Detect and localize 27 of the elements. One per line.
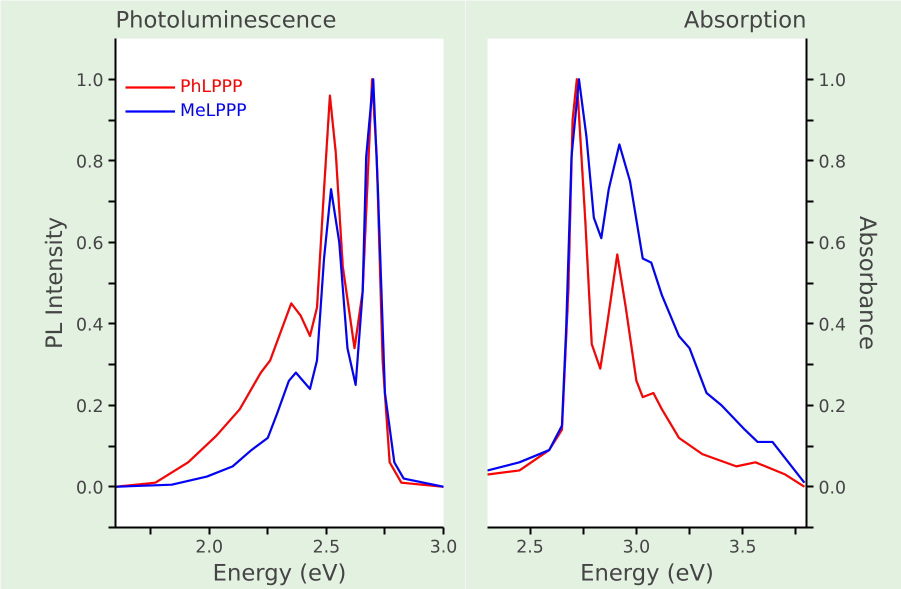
y2-tick-label: 0.4 bbox=[818, 315, 846, 336]
y2-tick-label: 0.8 bbox=[818, 152, 846, 172]
y2-tick-label: 0.2 bbox=[818, 396, 846, 417]
x-tick-label: 3.0 bbox=[622, 538, 650, 558]
y-tick-label: 0.8 bbox=[76, 152, 104, 172]
y-axis-title: PL Intensity bbox=[42, 216, 68, 350]
x-tick-label: 2.0 bbox=[195, 538, 223, 558]
y2-tick-label: 0.6 bbox=[818, 234, 846, 254]
y2-axis-title: Absorbance bbox=[854, 216, 880, 350]
y-tick-label: 0.4 bbox=[76, 315, 104, 336]
x-tick-label: 3.5 bbox=[728, 538, 756, 558]
y-tick-label: 0.2 bbox=[76, 396, 104, 417]
chart-title: Absorption bbox=[684, 8, 806, 34]
y-tick-label: 0.6 bbox=[76, 234, 104, 254]
x-tick-label: 2.5 bbox=[312, 538, 340, 558]
y2-tick-label: 1.0 bbox=[818, 70, 846, 91]
line-series bbox=[116, 78, 444, 488]
x-tick-label: 2.5 bbox=[516, 538, 544, 558]
y2-tick-label: 0.0 bbox=[818, 478, 846, 498]
x-axis-title: Energy (eV) bbox=[212, 560, 346, 586]
y-tick-label: 1.0 bbox=[76, 70, 104, 91]
legend-label: MeLPPP bbox=[180, 101, 247, 121]
x-tick-label: 3.0 bbox=[430, 538, 458, 558]
x-axis-title: Energy (eV) bbox=[580, 560, 714, 586]
legend-label: PhLPPP bbox=[180, 77, 242, 97]
y-tick-label: 0.0 bbox=[76, 478, 104, 498]
chart-title: Photoluminescence bbox=[116, 8, 336, 34]
